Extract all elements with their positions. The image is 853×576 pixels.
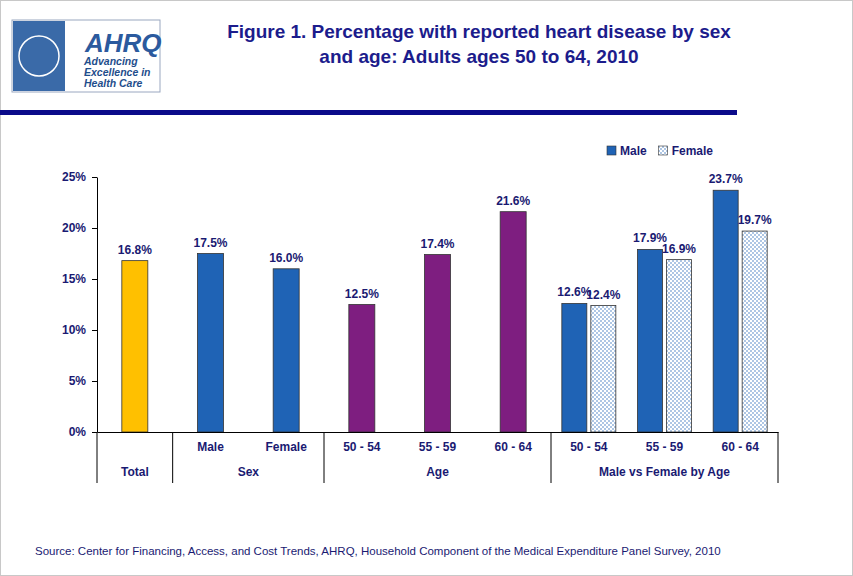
logo-seal	[13, 21, 65, 91]
y-axis: 0% 5% 10% 15% 20% 25%	[62, 170, 98, 439]
x-tick: 50 - 54	[570, 432, 608, 454]
group-label: Age	[426, 465, 449, 479]
source-note: Source: Center for Financing, Access, an…	[35, 545, 721, 557]
y-tick-mark	[92, 228, 97, 229]
title: Figure 1. Percentage with reported heart…	[227, 21, 731, 67]
logo-seal-ring	[19, 36, 59, 76]
x-axis: Male Female 50 - 54 55 - 59 60 - 64 50 - 54 55…	[98, 432, 779, 454]
x-tick-label: Female	[265, 440, 307, 454]
chart: AHRQAdvancingExcellence inHealth Care Fig…	[0, 0, 853, 576]
y-tick-mark	[92, 330, 97, 331]
y-tick-label: 5%	[69, 374, 87, 388]
legend-swatch	[607, 146, 616, 155]
bar	[742, 231, 767, 432]
data-label: 17.5%	[193, 236, 227, 250]
x-tick-label: 50 - 54	[570, 440, 608, 454]
x-tick: Female	[265, 432, 307, 454]
logo-text: Health Care	[84, 77, 143, 89]
data-label: 23.7%	[709, 172, 743, 186]
y-tick-label: 0%	[69, 425, 87, 439]
group-separator	[778, 432, 779, 483]
group-label: Male vs Female by Age	[599, 465, 730, 479]
legend-label: Male	[620, 144, 647, 158]
y-axis-line	[97, 178, 98, 433]
bar	[273, 269, 299, 432]
data-label: 16.8%	[118, 243, 152, 257]
data-label: 19.7%	[738, 213, 772, 227]
x-tick-label: 55 - 59	[419, 440, 457, 454]
y-tick-mark	[92, 177, 97, 178]
y-tick: 25%	[62, 170, 97, 184]
legend-label: Female	[672, 144, 714, 158]
group-separator	[97, 432, 98, 483]
y-tick-mark	[92, 432, 97, 433]
x-tick: 60 - 64	[721, 432, 759, 454]
logo: AHRQAdvancingExcellence inHealth Care	[12, 20, 162, 92]
x-tick-label: Male	[197, 440, 224, 454]
data-label: 12.5%	[345, 287, 379, 301]
x-tick-label: 60 - 64	[721, 440, 759, 454]
y-tick: 10%	[62, 323, 97, 337]
bar	[349, 305, 375, 433]
y-tick-label: 10%	[62, 323, 86, 337]
bar	[425, 255, 451, 432]
bar	[500, 212, 526, 432]
y-tick-mark	[92, 381, 97, 382]
y-tick-label: 20%	[62, 221, 86, 235]
bar	[562, 303, 587, 432]
group-separator	[551, 432, 552, 483]
x-axis-line	[98, 432, 779, 433]
logo-title: AHRQ	[84, 28, 162, 58]
group-separator	[324, 432, 325, 483]
bar	[638, 249, 663, 432]
x-tick: 55 - 59	[419, 432, 457, 454]
bar	[122, 261, 148, 432]
page-frame	[1, 1, 853, 576]
x-tick-label: 60 - 64	[494, 440, 532, 454]
x-tick: Male	[197, 432, 224, 454]
y-tick: 0%	[69, 425, 97, 439]
bars	[122, 190, 767, 432]
group-label: Total	[121, 465, 149, 479]
group-separator	[172, 432, 173, 483]
y-tick: 5%	[69, 374, 97, 388]
bar	[591, 306, 616, 432]
y-tick-label: 15%	[62, 272, 86, 286]
y-tick: 20%	[62, 221, 97, 235]
data-label: 17.4%	[420, 237, 454, 251]
data-labels: 16.8%17.5%16.0%12.5%17.4%21.6%12.6%17.9%…	[118, 172, 772, 301]
data-label: 16.0%	[269, 251, 303, 265]
data-label: 21.6%	[496, 194, 530, 208]
bar	[667, 260, 692, 432]
header-rule	[0, 110, 737, 115]
data-label: 16.9%	[662, 242, 696, 256]
legend-swatch	[659, 146, 668, 155]
legend: Male Female	[607, 144, 713, 158]
x-tick: 60 - 64	[494, 432, 532, 454]
x-tick: 50 - 54	[343, 432, 381, 454]
bar	[713, 190, 738, 432]
y-tick: 15%	[62, 272, 97, 286]
data-label: 12.4%	[586, 288, 620, 302]
x-tick: 55 - 59	[646, 432, 684, 454]
x-tick-label: 50 - 54	[343, 440, 381, 454]
x-tick-label: 55 - 59	[646, 440, 684, 454]
y-tick-mark	[92, 279, 97, 280]
y-tick-label: 25%	[62, 170, 86, 184]
bar	[198, 254, 224, 433]
group-label: Sex	[238, 465, 260, 479]
category-groups: Total Sex Age Male vs Female by Age	[97, 432, 778, 483]
